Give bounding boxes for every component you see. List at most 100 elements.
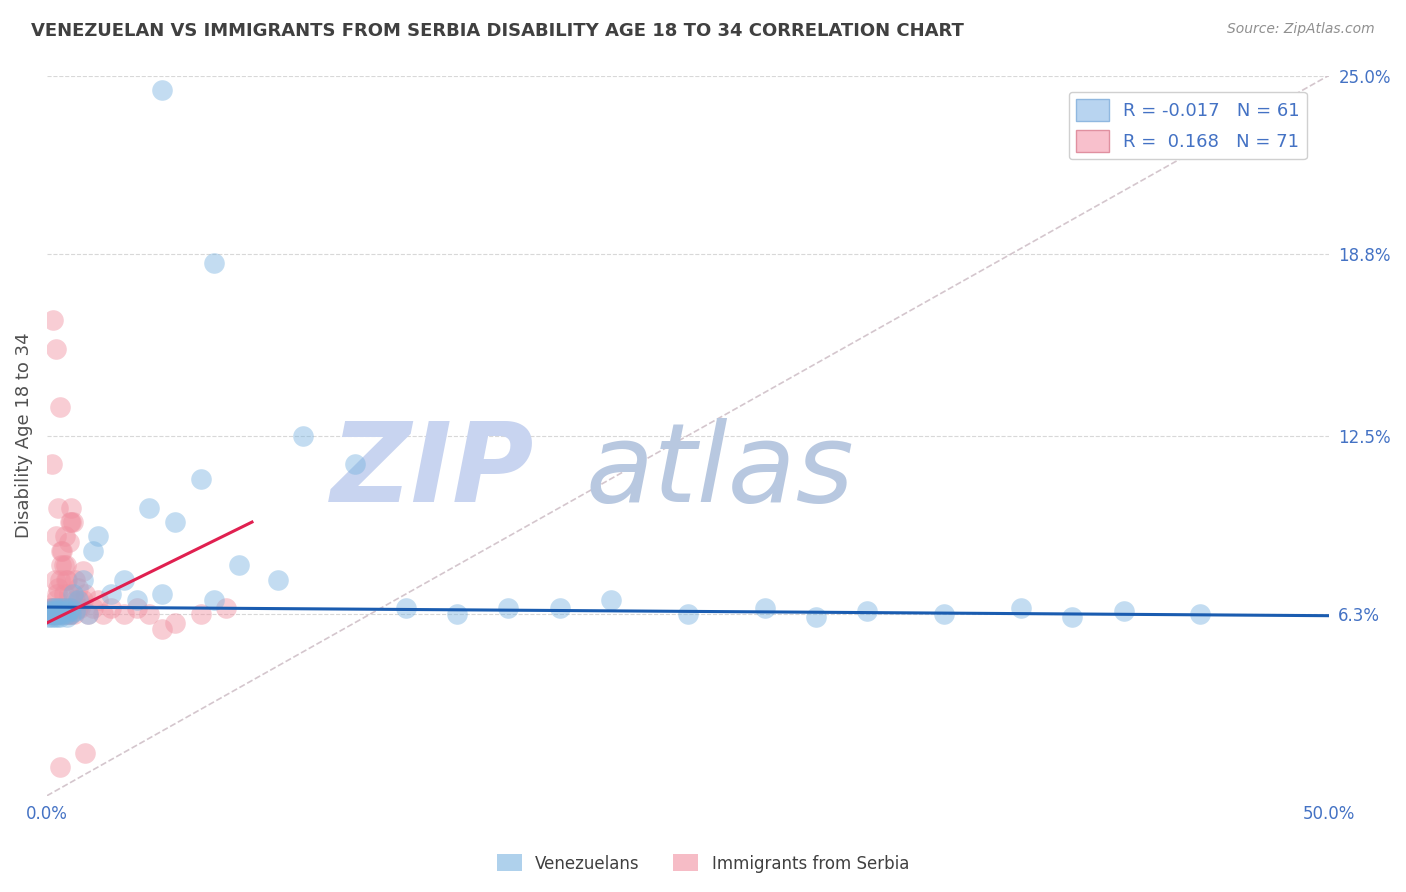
Point (91, 607, 114, 622)
Point (48, 573, 70, 587)
Point (45, 529, 67, 543)
Point (48, 604, 70, 618)
Point (53, 529, 76, 543)
Point (1112, 604, 1135, 618)
Point (55, 558, 77, 573)
Point (49, 601, 72, 615)
Point (48, 607, 70, 622)
Text: ZIP: ZIP (330, 418, 534, 525)
Point (66, 582, 89, 596)
Point (51, 601, 73, 615)
Point (72, 592, 94, 607)
Point (48, 610, 70, 624)
Point (82, 601, 104, 615)
Point (125, 592, 148, 607)
Point (42, 604, 65, 618)
Point (60, 601, 83, 615)
Point (41, 604, 63, 618)
Point (498, 601, 520, 615)
Legend: R = -0.017   N = 61, R =  0.168   N = 71: R = -0.017 N = 61, R = 0.168 N = 71 (1069, 92, 1306, 160)
Point (395, 601, 418, 615)
Point (66, 601, 89, 615)
Point (932, 607, 955, 622)
Point (228, 558, 250, 573)
Point (39, 610, 62, 624)
Point (1189, 607, 1212, 622)
Point (100, 601, 122, 615)
Point (804, 610, 827, 624)
Point (44, 601, 66, 615)
Point (38, 604, 60, 618)
Point (48, 601, 70, 615)
Point (165, 615, 187, 630)
Point (53, 607, 76, 622)
Point (56, 607, 79, 622)
Point (63, 604, 86, 618)
Point (42, 607, 65, 622)
Point (58, 587, 80, 601)
Point (82, 544, 104, 558)
Point (46, 587, 69, 601)
Point (48, 500, 70, 515)
Point (41, 607, 63, 622)
Point (62, 607, 84, 622)
Point (87, 529, 110, 543)
Point (59, 515, 82, 529)
Point (55, 607, 77, 622)
Point (48, 760, 70, 774)
Point (44, 607, 66, 622)
Point (150, 83, 173, 97)
Legend: Venezuelans, Immigrants from Serbia: Venezuelans, Immigrants from Serbia (491, 847, 915, 880)
Point (125, 601, 148, 615)
Point (138, 500, 160, 515)
Point (52, 558, 75, 573)
Point (38, 607, 60, 622)
Point (39, 607, 62, 622)
Point (51, 607, 73, 622)
Point (37, 610, 59, 624)
Point (202, 256, 225, 270)
Point (45, 592, 67, 607)
Point (44, 573, 66, 587)
Point (38, 601, 60, 615)
Point (75, 746, 97, 760)
Point (75, 587, 97, 601)
Point (41, 313, 63, 327)
Point (45, 604, 67, 618)
Point (266, 573, 288, 587)
Point (51, 544, 73, 558)
Point (48, 582, 70, 596)
Point (59, 607, 82, 622)
Point (41, 604, 63, 618)
Text: VENEZUELAN VS IMMIGRANTS FROM SERBIA DISABILITY AGE 18 TO 34 CORRELATION CHART: VENEZUELAN VS IMMIGRANTS FROM SERBIA DIS… (31, 22, 963, 40)
Point (62, 587, 84, 601)
Point (1062, 610, 1084, 624)
Point (56, 610, 79, 624)
Point (292, 428, 315, 442)
Point (63, 573, 86, 587)
Point (46, 607, 69, 622)
Point (165, 515, 187, 529)
Point (52, 587, 75, 601)
Point (58, 604, 80, 618)
Point (49, 558, 72, 573)
Point (100, 587, 122, 601)
Point (58, 535, 80, 549)
Point (63, 592, 86, 607)
Point (45, 604, 67, 618)
Point (856, 604, 879, 618)
Point (37, 607, 59, 622)
Point (53, 601, 76, 615)
Point (77, 607, 100, 622)
Point (150, 587, 173, 601)
Point (48, 400, 70, 414)
Point (1010, 601, 1032, 615)
Point (150, 622, 173, 636)
Y-axis label: Disability Age 18 to 34: Disability Age 18 to 34 (15, 333, 32, 539)
Point (676, 607, 699, 622)
Point (599, 592, 621, 607)
Point (59, 601, 82, 615)
Point (49, 544, 72, 558)
Point (41, 601, 63, 615)
Point (60, 515, 83, 529)
